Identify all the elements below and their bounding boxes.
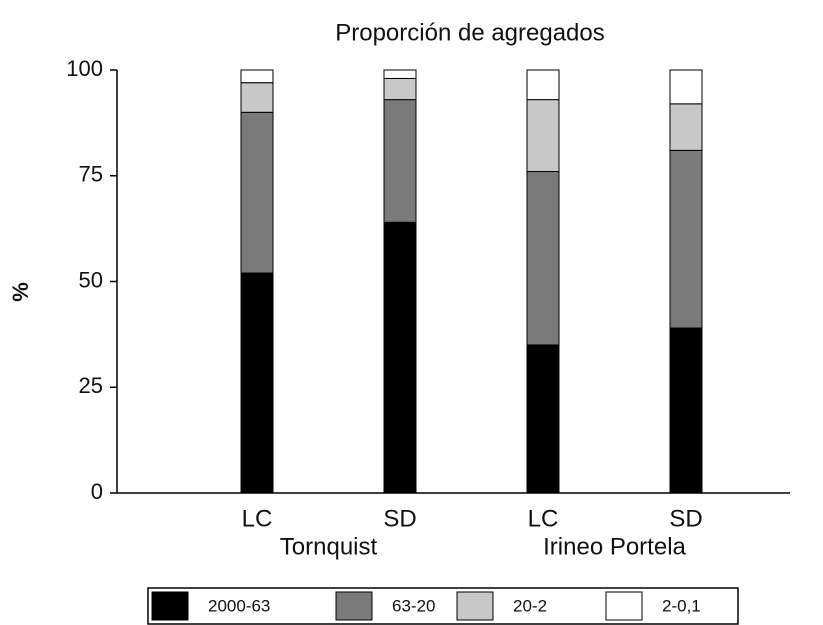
x-tick-label: LC bbox=[242, 505, 273, 532]
bar-segment bbox=[240, 272, 274, 494]
x-tick-label: LC bbox=[528, 505, 559, 532]
legend-swatch bbox=[335, 591, 373, 621]
bar-segment bbox=[526, 171, 560, 346]
y-tick-label: 75 bbox=[79, 162, 103, 187]
bar-segment bbox=[669, 149, 703, 329]
bar-segment bbox=[383, 221, 417, 494]
legend-label: 63-20 bbox=[392, 596, 435, 615]
bar-segment bbox=[383, 77, 417, 101]
y-tick-label: 25 bbox=[79, 373, 103, 398]
bar-segment bbox=[669, 103, 703, 151]
legend-swatch bbox=[456, 591, 494, 621]
group-label: Irineo Portela bbox=[543, 533, 686, 560]
bar-segment bbox=[240, 111, 274, 274]
legend-label: 2-0,1 bbox=[662, 596, 701, 615]
bar-segment bbox=[526, 69, 560, 101]
bar-segment bbox=[526, 99, 560, 173]
y-tick-label: 100 bbox=[66, 56, 103, 81]
bar-segment bbox=[669, 69, 703, 105]
legend-swatch bbox=[151, 591, 189, 621]
legend-label: 20-2 bbox=[513, 596, 547, 615]
bar-segment bbox=[240, 82, 274, 113]
legend-label: 2000-63 bbox=[208, 596, 270, 615]
y-axis-label: % bbox=[8, 282, 33, 302]
bar-segment bbox=[240, 69, 274, 84]
x-tick-label: SD bbox=[383, 505, 416, 532]
y-tick-label: 0 bbox=[91, 479, 103, 504]
bar-segment bbox=[526, 344, 560, 494]
group-label: Tornquist bbox=[280, 533, 378, 560]
bar-segment bbox=[383, 69, 417, 79]
x-tick-label: SD bbox=[669, 505, 702, 532]
y-tick-label: 50 bbox=[79, 267, 103, 292]
bar-segment bbox=[383, 99, 417, 223]
legend-swatch bbox=[605, 591, 643, 621]
bar-segment bbox=[669, 327, 703, 494]
chart-title: Proporción de agregados bbox=[335, 19, 605, 46]
